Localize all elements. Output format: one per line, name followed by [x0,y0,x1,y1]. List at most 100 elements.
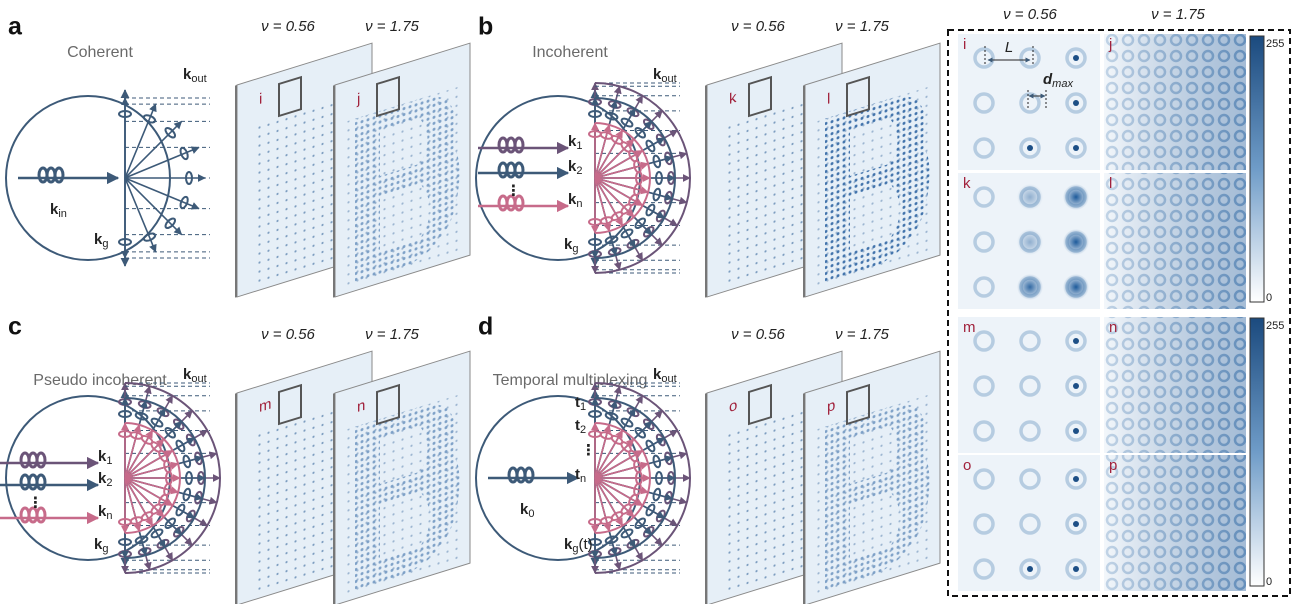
k-sub: 2 [106,477,112,489]
colorbar-max: 255 [1266,38,1284,50]
plate-label: i [259,90,262,108]
L-label: L [1005,39,1013,56]
k-sub: out [661,73,676,85]
tile-label: m [963,319,976,336]
k-sub: n [106,510,112,522]
plate-label: k [729,89,737,108]
nu-label: ν = 1.75 [365,326,419,343]
tile-label: i [963,36,966,53]
blob [1017,184,1043,210]
k-sub: 1 [580,401,586,413]
plate-label: o [729,397,737,416]
plate: p [803,351,940,604]
k-sub: 0 [528,508,534,520]
zoom-header: ν = 1.75 [1151,6,1205,23]
k-label: kg(t) [564,536,593,555]
k-label: t1 [575,394,586,413]
k-sub: n [576,198,582,210]
panel-letter: b [478,13,493,41]
panel-letter: c [8,313,22,341]
k-label: kout [183,366,207,385]
plate-edge [333,393,335,604]
ellipsis: ⋮ [28,494,43,511]
k-sub: 1 [106,455,112,467]
spot [1073,521,1079,527]
nu-label: ν = 1.75 [835,18,889,35]
zoom-header: ν = 0.56 [1003,6,1057,23]
k-sub: g [572,243,578,255]
k-label: kout [653,366,677,385]
spot [1073,145,1079,151]
tile-label: p [1109,457,1117,474]
tile-label: k [963,175,971,192]
tile-label: l [1109,175,1112,192]
colorbar-min: 0 [1266,292,1272,304]
spot [1073,55,1079,61]
tile-label: o [963,457,971,474]
ellipsis: ⋮ [581,442,596,459]
k-sub: max [1052,78,1073,90]
plate-edge [333,85,335,298]
colorbar [1250,36,1264,302]
plate-edge [235,393,237,604]
k-sub: 1 [576,140,582,152]
panel-title: Coherent [67,44,133,61]
k-sub: n [580,473,586,485]
plate: j [333,43,470,297]
nu-label: ν = 0.56 [731,326,785,343]
k-sub: in [58,208,67,220]
tile-shade [1104,173,1246,309]
k-label: kout [183,66,207,85]
k-sub: out [191,373,206,385]
ellipsis: ⋮ [506,182,521,199]
panel-letter: a [8,13,23,41]
spot [1027,145,1033,151]
panel-title: Incoherent [532,44,608,61]
k-sub: 2 [576,165,582,177]
spot [1073,476,1079,482]
spot [1073,383,1079,389]
nu-label: ν = 0.56 [261,18,315,35]
plate-label: n [357,397,365,416]
nu-label: ν = 0.56 [261,326,315,343]
plate-label: p [827,397,835,416]
plate-label: l [827,90,830,108]
tile-shade [1104,34,1246,170]
plate-label: j [356,90,360,108]
figure: aCoherentν = 0.56ν = 1.75kinkoutkgijbInc… [0,0,1296,604]
spot [1027,566,1033,572]
k-sub: out [191,73,206,85]
nu-label: ν = 1.75 [835,326,889,343]
blob [1063,184,1089,210]
colorbar-max: 255 [1266,320,1284,332]
tile-shade [1104,317,1246,453]
spot [1073,428,1079,434]
k-sub: out [661,373,676,385]
blob [1017,274,1043,300]
plate-edge [803,85,805,298]
plate: n [333,351,470,604]
panel-letter: d [478,313,493,341]
blob [1063,274,1089,300]
spot [1073,566,1079,572]
k-label: kout [653,66,677,85]
plate: l [803,43,940,297]
plate-edge [803,393,805,604]
k-sub: g [102,238,108,250]
nu-label: ν = 0.56 [731,18,785,35]
plate-edge [705,393,707,604]
blob [1063,229,1089,255]
tile-label: j [1108,36,1112,53]
blob [1017,229,1043,255]
plate-edge [705,85,707,298]
k-suffix: (t) [578,536,592,553]
tile-label: n [1109,319,1117,336]
colorbar [1250,318,1264,586]
spot [1073,100,1079,106]
k-sub: g [102,543,108,555]
nu-label: ν = 1.75 [365,18,419,35]
spot [1073,338,1079,344]
tile-shade [1104,455,1246,591]
colorbar-min: 0 [1266,576,1272,588]
plate-edge [235,85,237,298]
